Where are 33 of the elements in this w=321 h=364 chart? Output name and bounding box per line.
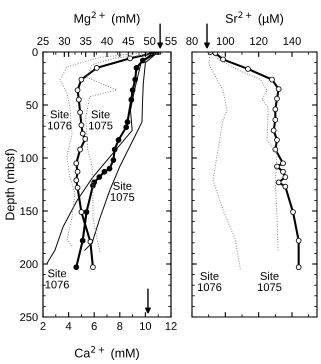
x-tick-label: 140 xyxy=(284,37,301,45)
x2-axis-title: Mg$^{2+}$ (mM) xyxy=(74,12,140,26)
x-tick-label: 4 xyxy=(66,322,72,330)
annotation: Site 1075 xyxy=(89,110,112,130)
x-tick-label: 2 xyxy=(40,322,46,330)
y-tick-label: 250 xyxy=(20,313,38,322)
y-tick-label: 50 xyxy=(26,101,38,110)
x-tick-label: 8 xyxy=(117,322,122,330)
x-axis-title: Sr$^{2+}$ (µM) xyxy=(226,12,284,26)
x2-tick-label: 55 xyxy=(165,37,177,45)
x-tick-label: 12 xyxy=(166,322,177,330)
annotation: Site 1076 xyxy=(46,269,69,288)
x2-tick-label: 30 xyxy=(58,37,70,45)
y-axis-title: Depth (mbsf) xyxy=(5,149,17,220)
x-tick-label: 120 xyxy=(250,37,268,45)
x2-tick-label: 45 xyxy=(122,37,134,45)
x2-tick-label: 50 xyxy=(144,37,156,45)
y-tick-label: 150 xyxy=(20,207,38,216)
annotation: Site 1076 xyxy=(48,110,72,130)
x-tick-label: 10 xyxy=(140,322,152,330)
x-tick-label: 80 xyxy=(186,37,198,45)
x2-tick-label: 25 xyxy=(37,37,49,45)
annotation: Site 1075 xyxy=(258,272,282,292)
x-tick-label: 6 xyxy=(92,322,97,330)
x2-tick-label: 35 xyxy=(80,37,92,45)
y-tick-label: 100 xyxy=(20,154,38,162)
y-tick-label: 0 xyxy=(32,48,38,56)
annotation: Site 1075 xyxy=(110,182,134,202)
y-tick-label: 200 xyxy=(20,260,38,268)
x-axis-title: Ca$^{2+}$ (mM) xyxy=(74,346,139,360)
x-tick-label: 100 xyxy=(216,37,234,45)
x2-tick-label: 40 xyxy=(101,37,113,45)
annotation: Site 1076 xyxy=(198,272,222,292)
